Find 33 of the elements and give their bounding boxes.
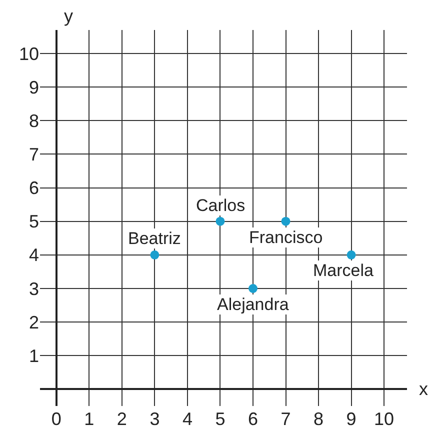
x-tick-label: 10 — [374, 409, 394, 429]
point — [346, 250, 356, 260]
y-tick-label: 5 — [28, 212, 39, 232]
x-tick-label: 1 — [84, 409, 94, 429]
x-tick-label: 6 — [248, 409, 258, 429]
point — [150, 250, 160, 260]
annotation: Carlos — [196, 196, 246, 215]
y-tick-label: 2 — [28, 312, 39, 332]
y-tick-label: 9 — [28, 77, 39, 98]
x-tick-label: 4 — [182, 409, 192, 429]
y-tick-label: 3 — [28, 278, 39, 299]
x-tick-label: 7 — [280, 409, 291, 429]
x-axis-title: x — [419, 379, 428, 399]
y-axis-title: y — [64, 6, 73, 26]
x-tick-label: 8 — [314, 409, 324, 429]
annotation: Beatriz — [128, 229, 181, 248]
y-tick-label: 6 — [28, 178, 39, 198]
annotation: Marcela — [313, 261, 374, 280]
x-tick-label: 5 — [215, 409, 226, 429]
annotation: Francisco — [249, 228, 323, 247]
y-tick-label: 7 — [28, 144, 39, 165]
y-tick-label: 1 — [28, 346, 39, 366]
point — [281, 216, 290, 226]
x-tick-label: 3 — [150, 409, 160, 429]
y-tick-label: 8 — [28, 110, 39, 131]
point — [248, 284, 258, 293]
point — [216, 216, 225, 226]
y-tick-label: 10 — [18, 44, 39, 64]
annotation: Alejandra — [217, 295, 290, 314]
x-tick-label: 2 — [116, 409, 127, 429]
x-tick-label: 9 — [346, 409, 356, 429]
y-tick-label: 4 — [28, 245, 39, 266]
x-tick-label: 0 — [51, 409, 62, 429]
